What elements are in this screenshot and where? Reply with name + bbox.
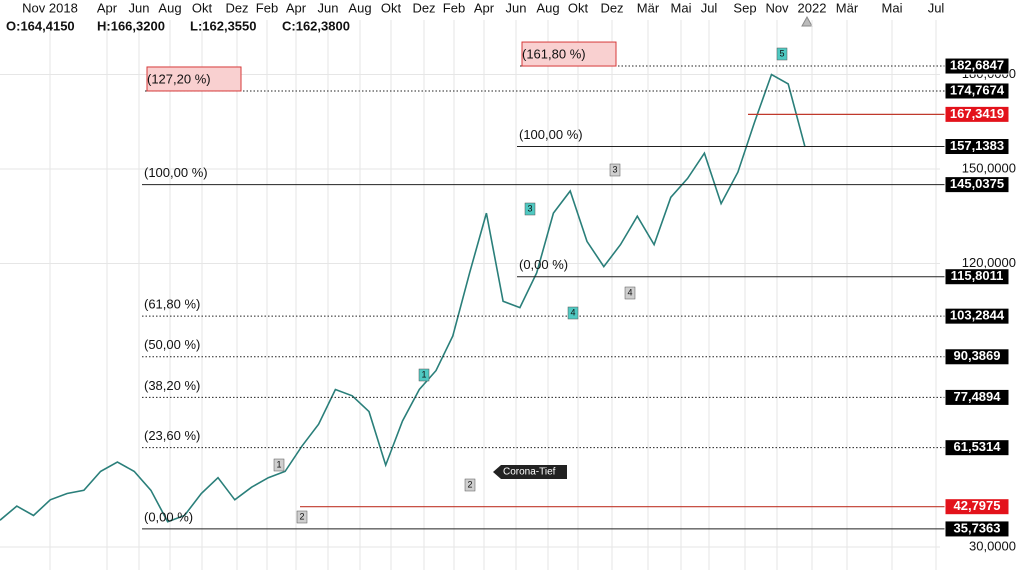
x-tick-label: Jun xyxy=(506,0,527,15)
x-tick-label: Aug xyxy=(348,0,371,15)
price-label: 35,7363 xyxy=(954,520,1001,535)
price-label: 182,6847 xyxy=(950,57,1004,72)
x-tick-label: Dez xyxy=(600,0,623,15)
fib-label: (161,80 %) xyxy=(522,46,586,61)
fib-label: (61,80 %) xyxy=(144,297,200,312)
fib-label: (0,00 %) xyxy=(144,509,193,524)
x-tick-label: Apr xyxy=(97,0,118,15)
price-label-box xyxy=(944,520,1010,538)
wave-label: 1 xyxy=(421,369,426,379)
price-label-box xyxy=(944,307,1010,325)
wave-marker xyxy=(609,163,621,177)
x-tick-label: Dez xyxy=(225,0,248,15)
price-label: 42,7975 xyxy=(954,498,1001,513)
x-tick-label: Sep xyxy=(733,0,756,15)
wave-label: 2 xyxy=(467,479,472,489)
price-label-box xyxy=(944,138,1010,156)
wave-marker xyxy=(567,306,579,320)
scroll-marker xyxy=(801,15,813,27)
x-tick-label: Jun xyxy=(318,0,339,15)
x-tick-label: Apr xyxy=(286,0,307,15)
price-label: 103,2844 xyxy=(950,308,1005,323)
x-tick-label: Feb xyxy=(443,0,465,15)
fib-highlight xyxy=(521,41,617,67)
annotation-box xyxy=(493,465,567,479)
price-label: 157,1383 xyxy=(950,138,1004,153)
wave-marker xyxy=(296,510,308,524)
wave-label: 4 xyxy=(627,287,632,297)
wave-marker xyxy=(776,47,788,61)
price-line xyxy=(0,73,806,523)
price-label-box xyxy=(944,82,1010,100)
wave-label: 1 xyxy=(276,459,281,469)
price-label-box xyxy=(944,176,1010,194)
y-tick-label: 150,0000 xyxy=(962,160,1016,175)
x-tick-label: Aug xyxy=(536,0,559,15)
price-label: 115,8011 xyxy=(951,268,1004,283)
price-label: 145,0375 xyxy=(950,176,1004,191)
price-label-box xyxy=(944,498,1010,516)
price-label-box xyxy=(944,388,1010,406)
x-tick-label: Okt xyxy=(381,0,402,15)
wave-label: 3 xyxy=(612,164,617,174)
x-tick-label: Nov xyxy=(765,0,789,15)
x-tick-label: Okt xyxy=(568,0,589,15)
annotation: Corona-Tief xyxy=(503,467,556,478)
wave-marker xyxy=(418,368,430,382)
price-label-box xyxy=(944,348,1010,366)
fib-label: (0,00 %) xyxy=(519,257,568,272)
price-label-box xyxy=(944,57,1010,75)
x-tick-label: Jun xyxy=(129,0,150,15)
price-label: 90,3869 xyxy=(954,348,1001,363)
fib-highlight xyxy=(146,66,242,92)
y-tick-label: 120,0000 xyxy=(962,255,1016,270)
price-label: 61,5314 xyxy=(954,439,1002,454)
price-label: 77,4894 xyxy=(954,389,1002,404)
wave-label: 4 xyxy=(570,307,575,317)
ohlc-value: L:162,3550 xyxy=(190,18,257,33)
wave-marker xyxy=(624,286,636,300)
wave-marker xyxy=(524,202,536,216)
fib-label: (23,60 %) xyxy=(144,428,200,443)
fib-label: (100,00 %) xyxy=(144,165,208,180)
wave-marker xyxy=(273,458,285,472)
ohlc-value: H:166,3200 xyxy=(97,18,165,33)
price-label: 167,3419 xyxy=(950,106,1004,121)
price-label-box xyxy=(944,439,1010,457)
x-tick-label: Okt xyxy=(192,0,213,15)
ohlc-value: C:162,3800 xyxy=(282,18,350,33)
x-tick-label: Jul xyxy=(701,0,718,15)
wave-marker xyxy=(464,478,476,492)
x-tick-label: Mär xyxy=(836,0,859,15)
x-tick-label: Dez xyxy=(412,0,435,15)
ohlc-value: O:164,4150 xyxy=(6,18,75,33)
fib-label: (127,20 %) xyxy=(147,71,211,86)
x-tick-label: Jul xyxy=(928,0,945,15)
x-tick-label: Mär xyxy=(637,0,660,15)
x-tick-label: Mai xyxy=(671,0,692,15)
x-tick-label: Mai xyxy=(882,0,903,15)
fib-label: (38,20 %) xyxy=(144,378,200,393)
wave-label: 3 xyxy=(527,203,532,213)
x-tick-label: 2022 xyxy=(798,0,827,15)
y-tick-label: 30,0000 xyxy=(969,538,1016,553)
fib-label: (50,00 %) xyxy=(144,337,200,352)
price-label: 174,7674 xyxy=(950,82,1005,97)
wave-label: 2 xyxy=(299,511,304,521)
x-tick-label: Aug xyxy=(158,0,181,15)
x-tick-label: Feb xyxy=(256,0,278,15)
price-label-box xyxy=(944,105,1010,123)
wave-label: 5 xyxy=(779,48,784,58)
x-tick-label: Apr xyxy=(474,0,495,15)
fib-label: (100,00 %) xyxy=(519,127,583,142)
x-tick-label: Nov 2018 xyxy=(22,0,78,15)
price-label-box xyxy=(944,268,1010,286)
